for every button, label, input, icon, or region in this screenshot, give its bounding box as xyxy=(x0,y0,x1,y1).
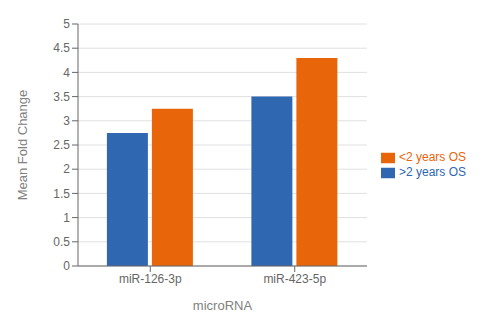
svg-text:2.5: 2.5 xyxy=(53,138,70,152)
svg-text:miR-126-3p: miR-126-3p xyxy=(119,272,182,286)
svg-text:microRNA: microRNA xyxy=(193,298,253,313)
svg-text:miR-423-5p: miR-423-5p xyxy=(263,272,326,286)
svg-text:3.5: 3.5 xyxy=(53,90,70,104)
svg-text:3: 3 xyxy=(63,114,70,128)
html-text:>2 years OS: >2 years OS xyxy=(399,165,466,179)
svg-text:2: 2 xyxy=(63,162,70,176)
svg-text:4.5: 4.5 xyxy=(53,41,70,55)
svg-text:Mean Fold Change: Mean Fold Change xyxy=(15,90,30,201)
svg-text:0.5: 0.5 xyxy=(53,235,70,249)
html-text:<2 years OS: <2 years OS xyxy=(399,150,466,165)
svg-text:0: 0 xyxy=(63,259,70,273)
svg-text:4: 4 xyxy=(63,66,70,80)
svg-text:5: 5 xyxy=(63,17,70,31)
svg-text:1: 1 xyxy=(63,211,70,225)
svg-text:1.5: 1.5 xyxy=(53,187,70,201)
